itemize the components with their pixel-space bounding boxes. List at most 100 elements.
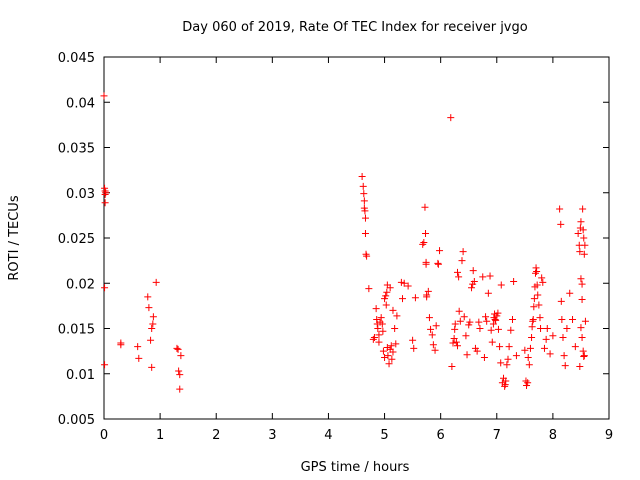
data-point [451, 325, 459, 333]
data-point [501, 382, 509, 390]
data-point [535, 301, 543, 309]
data-point [576, 363, 584, 371]
data-point [117, 341, 125, 349]
data-point [100, 92, 108, 100]
data-point [505, 343, 513, 351]
data-point [448, 363, 456, 371]
data-point [452, 338, 460, 346]
x-tick-label: 2 [212, 428, 220, 443]
data-point [431, 346, 439, 354]
x-tick-label: 3 [268, 428, 276, 443]
data-point [432, 322, 440, 330]
data-point [377, 314, 385, 322]
data-point [563, 325, 571, 332]
data-point [476, 325, 484, 332]
data-point [173, 344, 181, 352]
data-point [393, 312, 401, 320]
data-point [557, 220, 565, 228]
x-tick-label: 4 [324, 428, 332, 443]
data-point [360, 190, 368, 198]
data-point [496, 343, 504, 351]
y-tick-label: 0.03 [66, 187, 95, 202]
x-tick-label: 6 [437, 428, 445, 443]
axis-ticks [103, 56, 610, 420]
data-point [389, 348, 397, 356]
y-tick-label: 0.02 [66, 277, 95, 292]
data-point [145, 304, 153, 312]
data-point [524, 353, 532, 361]
data-point [369, 335, 377, 343]
x-tick-label: 0 [100, 428, 108, 443]
data-point [484, 289, 492, 297]
data-point [370, 334, 378, 342]
data-point [538, 274, 546, 282]
data-point [522, 377, 530, 385]
data-point [533, 281, 541, 289]
data-point [542, 335, 550, 343]
data-point [501, 381, 509, 389]
data-point [449, 339, 457, 347]
x-tick-label: 5 [380, 428, 388, 443]
data-point [533, 267, 541, 275]
data-point [574, 229, 582, 237]
data-point [480, 353, 488, 361]
data-point [579, 205, 587, 213]
data-point [101, 284, 109, 292]
data-point [469, 267, 477, 275]
data-point [577, 324, 585, 332]
data-point [388, 355, 396, 363]
data-point [429, 341, 437, 349]
data-point [404, 282, 412, 290]
data-point [528, 323, 536, 331]
data-point [101, 361, 109, 369]
y-tick-label: 0.01 [66, 368, 95, 383]
data-point [561, 362, 569, 370]
data-point [491, 315, 499, 323]
data-point [462, 332, 470, 340]
data-point [389, 306, 397, 314]
data-point [358, 172, 366, 180]
data-point [458, 257, 466, 265]
data-point [578, 334, 586, 342]
data-point [540, 344, 548, 352]
data-point [424, 287, 432, 295]
data-point [549, 332, 557, 340]
data-point [528, 334, 536, 342]
data-point [419, 240, 427, 248]
data-point [365, 285, 373, 293]
data-point [529, 315, 537, 323]
data-point [577, 275, 585, 283]
data-point [409, 336, 417, 344]
data-point [503, 361, 511, 369]
data-point [361, 229, 369, 237]
data-point [543, 325, 551, 332]
data-point [456, 317, 464, 325]
y-axis-label: ROTI / TECUs [7, 195, 22, 280]
data-point [556, 205, 564, 213]
data-point [559, 334, 567, 342]
data-point [102, 189, 110, 197]
data-point [468, 284, 476, 292]
data-point [434, 260, 442, 268]
data-point [410, 344, 418, 352]
data-point [510, 277, 518, 285]
data-point [486, 272, 494, 280]
x-axis-label: GPS time / hours [301, 460, 410, 475]
data-point [526, 344, 534, 352]
data-point [492, 316, 500, 324]
data-point [580, 352, 588, 360]
data-point [375, 331, 383, 339]
data-point [381, 353, 389, 361]
data-point [546, 350, 554, 358]
data-point [134, 343, 142, 351]
data-point [536, 314, 544, 322]
data-point [530, 303, 538, 311]
data-point [177, 352, 185, 360]
data-point [524, 379, 532, 387]
data-point [454, 268, 461, 276]
data-point [512, 352, 520, 360]
data-point [487, 326, 495, 334]
data-point [581, 317, 589, 325]
data-point [421, 203, 429, 211]
